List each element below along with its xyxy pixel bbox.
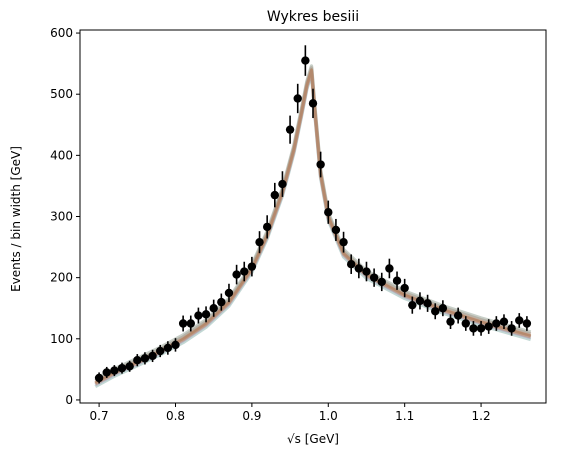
data-point xyxy=(499,317,509,326)
data-point xyxy=(240,267,249,276)
data-point xyxy=(163,343,173,353)
data-point xyxy=(515,316,524,325)
data-point xyxy=(255,237,264,247)
y-tick-label: 0 xyxy=(65,393,73,407)
data-point xyxy=(385,264,394,273)
data-point xyxy=(316,160,325,169)
axes: 0.7 0.8 0.9 1.0 1.1 1.2 0 100 200 300 400 500 600 xyxy=(50,26,547,423)
data-point xyxy=(476,324,486,333)
data-point xyxy=(301,56,310,65)
data-point xyxy=(446,317,455,326)
y-tick-label: 600 xyxy=(50,26,73,40)
data-point xyxy=(415,296,425,306)
data-point xyxy=(270,190,280,200)
data-point xyxy=(408,300,417,310)
y-tick-label: 200 xyxy=(50,271,73,285)
x-tick-label: 1.1 xyxy=(395,409,414,423)
data-point xyxy=(331,225,341,235)
data-point xyxy=(94,373,104,383)
chart-title: Wykres besiii xyxy=(267,9,359,25)
data-points-layer xyxy=(94,45,532,384)
data-point xyxy=(232,270,241,279)
data-point xyxy=(362,267,371,276)
data-point xyxy=(369,273,379,282)
data-point xyxy=(522,319,532,328)
data-point xyxy=(492,319,501,328)
data-point xyxy=(110,366,119,375)
data-point xyxy=(423,299,432,308)
y-axis-label: Events / bin width [GeV] xyxy=(9,146,23,292)
data-point xyxy=(224,288,234,298)
data-point xyxy=(262,222,272,232)
data-point xyxy=(285,125,295,134)
x-tick-label: 0.9 xyxy=(242,409,261,423)
data-point xyxy=(400,283,409,293)
data-point xyxy=(392,276,402,285)
data-point xyxy=(156,346,165,356)
x-axis-label: √s [GeV] xyxy=(287,432,339,446)
x-tick-label: 0.8 xyxy=(166,409,185,423)
data-point xyxy=(308,99,318,108)
x-tick-label: 1.0 xyxy=(319,409,338,423)
data-point xyxy=(324,208,333,217)
x-tick-label: 0.7 xyxy=(90,409,109,423)
data-point xyxy=(469,324,478,333)
x-tick-label: 1.2 xyxy=(472,409,491,423)
y-tick-label: 300 xyxy=(50,210,73,224)
data-point xyxy=(438,304,448,313)
data-point xyxy=(201,310,211,319)
data-point xyxy=(178,319,188,328)
y-tick-label: 400 xyxy=(50,148,73,162)
data-point xyxy=(217,297,226,307)
y-tick-label: 500 xyxy=(50,87,73,101)
data-point xyxy=(194,311,203,320)
data-point xyxy=(507,324,516,333)
data-point xyxy=(148,351,157,361)
data-point xyxy=(431,307,440,316)
data-point xyxy=(346,259,356,269)
data-point xyxy=(377,277,386,287)
data-point xyxy=(133,355,142,365)
data-point xyxy=(140,354,150,363)
data-point xyxy=(339,237,348,247)
data-point xyxy=(247,262,257,271)
data-point xyxy=(117,363,127,373)
data-point xyxy=(186,319,195,328)
y-tick-label: 100 xyxy=(50,332,73,346)
data-point xyxy=(278,179,287,189)
data-point xyxy=(293,94,302,103)
data-point xyxy=(102,368,111,377)
data-point xyxy=(484,322,493,331)
data-point xyxy=(125,362,134,371)
data-point xyxy=(354,264,364,273)
data-point xyxy=(171,340,180,350)
data-point xyxy=(209,304,218,313)
data-point xyxy=(453,311,463,320)
data-point xyxy=(461,319,470,328)
